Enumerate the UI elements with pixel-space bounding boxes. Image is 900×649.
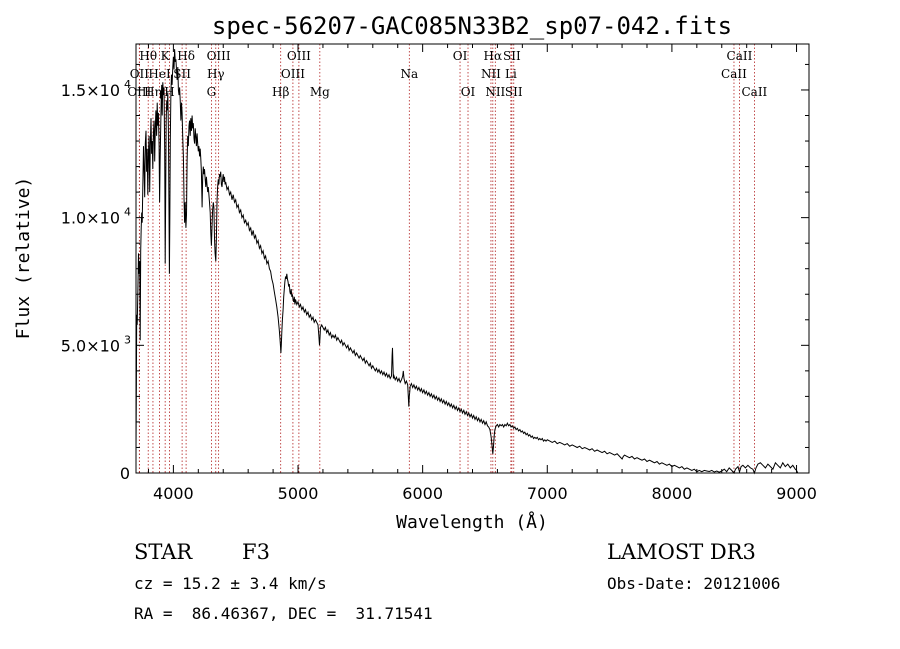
y-tick-exponent-1: 3 (124, 333, 131, 346)
line-marker-label-15: Mg (310, 85, 330, 99)
line-marker-label-5: HeI (148, 67, 171, 81)
line-marker-label-6: H (164, 85, 174, 99)
y-tick-exponent-3: 4 (124, 78, 131, 91)
chart-title: spec-56207-GAC085N33B2_sp07-042.fits (212, 12, 732, 40)
line-marker-label-18: OI (461, 85, 476, 99)
coordinates: RA = 86.46367, DEC = 31.71541 (134, 604, 433, 623)
y-tick-exponent-2: 4 (124, 206, 131, 219)
y-axis-ticks: 0 5.0×10 3 1.0×10 4 1.5×10 4 (61, 63, 809, 483)
object-class: STAR (134, 540, 193, 564)
line-marker-label-25: CaII (727, 49, 753, 63)
line-marker-label-16: Na (400, 67, 418, 81)
line-marker-label-23: NII (485, 85, 505, 99)
x-tick-label-5: 9000 (776, 484, 817, 503)
line-marker-label-17: OI (453, 49, 468, 63)
line-marker-label-10: Hγ (207, 67, 225, 81)
line-marker-label-14: Hβ (272, 85, 289, 99)
plot-frame (135, 43, 810, 474)
x-tick-label-4: 8000 (652, 484, 693, 503)
x-axis-ticks: 4000 5000 6000 7000 8000 9000 (147, 44, 817, 503)
line-marker-label-9: OIII (207, 49, 231, 63)
y-axis-label: Flux (relative) (13, 177, 34, 340)
line-marker-label-26: CaII (721, 67, 747, 81)
x-tick-label-1: 5000 (278, 484, 319, 503)
line-marker-label-4: K (161, 49, 171, 63)
line-marker-label-7: SII (173, 67, 191, 81)
x-tick-label-3: 7000 (527, 484, 568, 503)
spectrum-line (135, 49, 799, 475)
line-marker-label-27: CaII (741, 85, 767, 99)
survey-name: LAMOST DR3 (607, 540, 756, 564)
y-tick-label-0: 0 (120, 464, 130, 483)
y-tick-label-3: 1.5×10 (61, 81, 120, 100)
y-tick-label-1: 5.0×10 (61, 336, 120, 355)
line-marker-label-20: SII (503, 49, 521, 63)
line-marker-label-1: OII (130, 67, 150, 81)
line-marker-label-3: Hη (144, 85, 162, 99)
observation-date: Obs-Date: 20121006 (607, 574, 781, 593)
line-marker-label-12: OIII (287, 49, 311, 63)
redshift-value: cz = 15.2 ± 3.4 km/s (134, 574, 327, 593)
x-axis-label: Wavelength (Å) (396, 511, 548, 533)
line-marker-label-13: OIII (281, 67, 305, 81)
x-tick-label-2: 6000 (402, 484, 443, 503)
object-subclass: F3 (242, 540, 270, 564)
x-tick-label-0: 4000 (153, 484, 194, 503)
line-marker-label-21: NII (481, 67, 501, 81)
line-marker-label-0: Hθ (139, 49, 157, 63)
line-marker-lines (138, 44, 755, 473)
line-marker-label-19: Hα (484, 49, 503, 63)
line-marker-label-8: Hδ (177, 49, 195, 63)
line-marker-label-11: G (207, 85, 217, 99)
y-tick-label-2: 1.0×10 (61, 209, 120, 228)
line-marker-label-2: OIII (127, 85, 151, 99)
line-marker-label-22: Li (505, 67, 517, 81)
line-marker-label-24: SII (505, 85, 523, 99)
